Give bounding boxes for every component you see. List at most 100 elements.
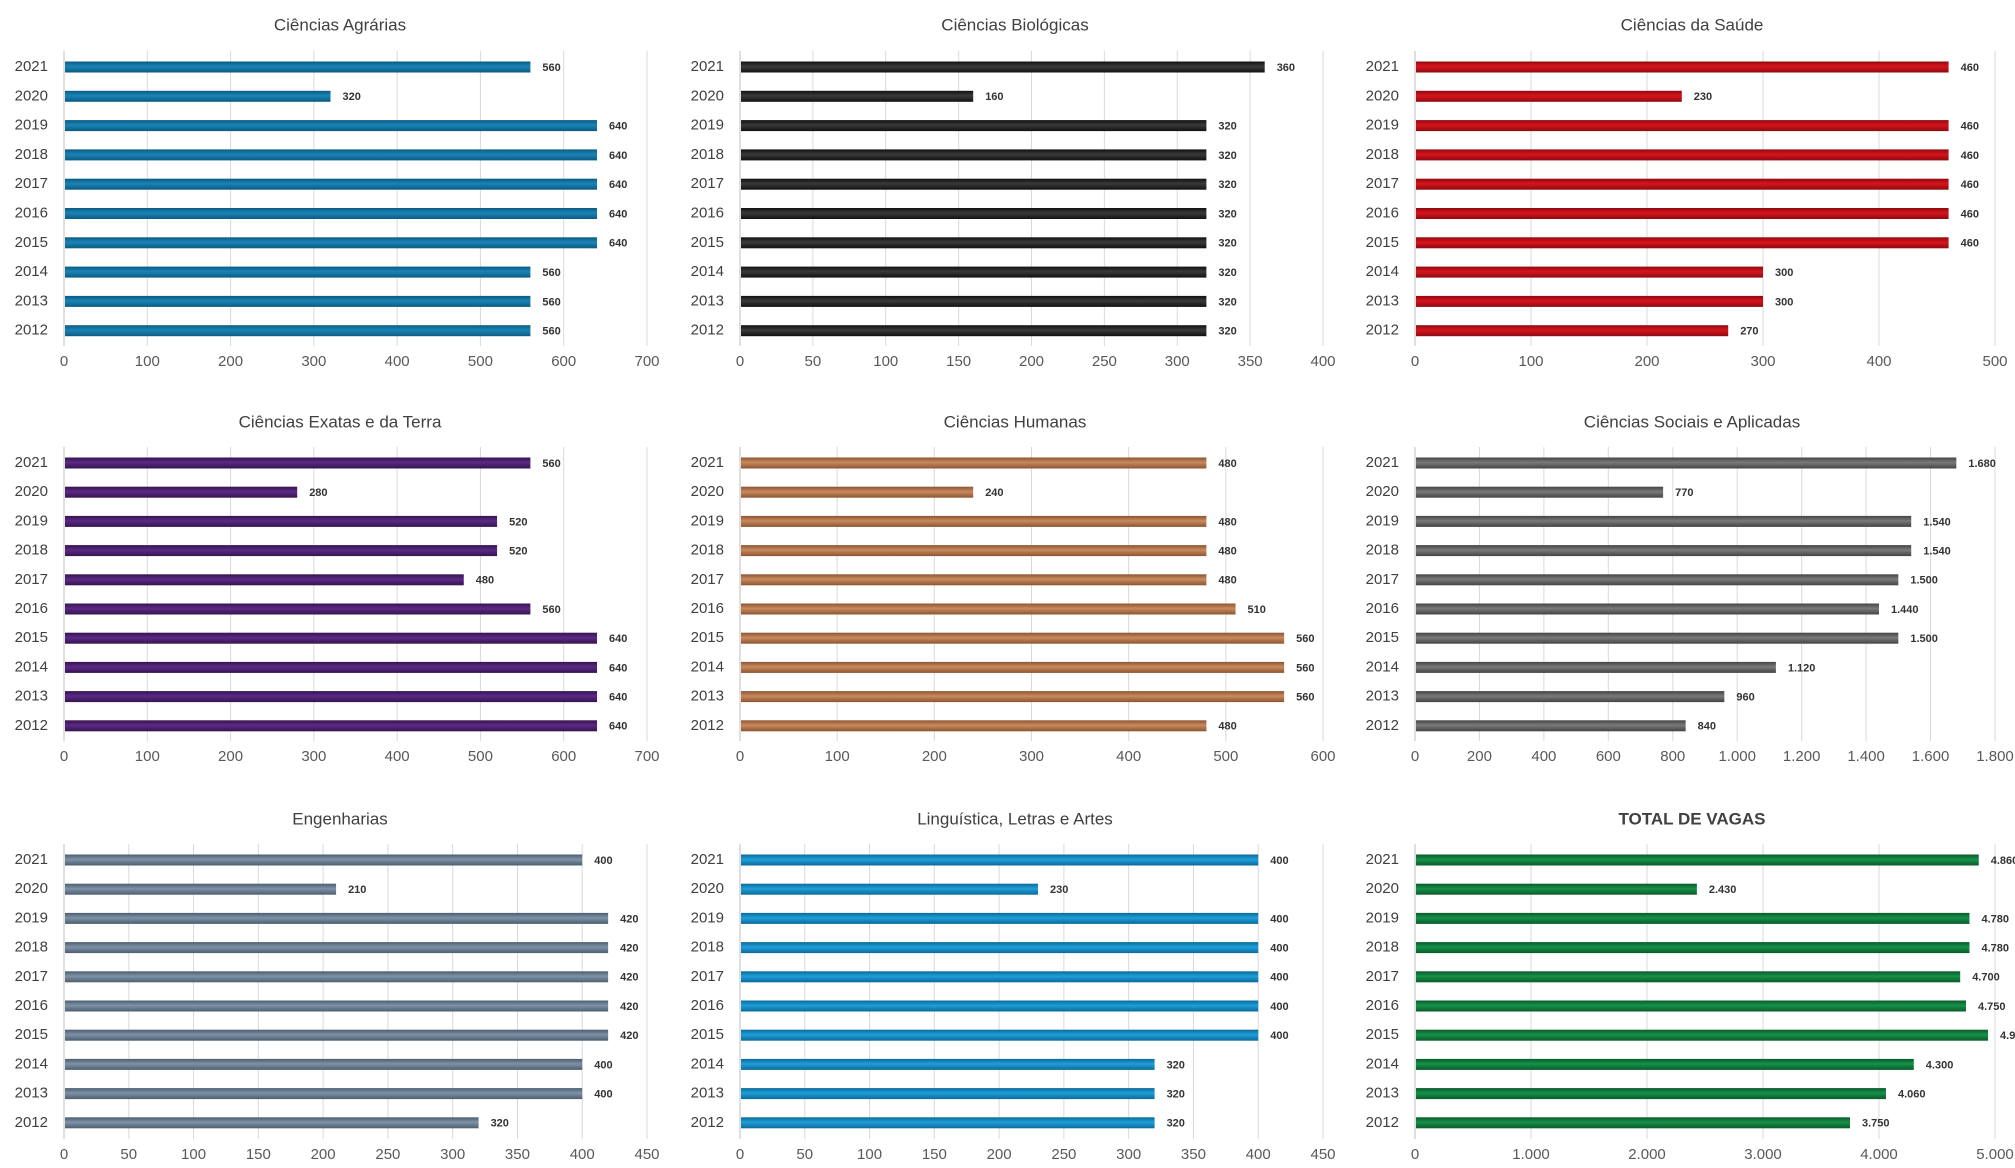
x-tick-label: 0 bbox=[1411, 748, 1419, 765]
data-label: 640 bbox=[609, 721, 627, 733]
data-label: 160 bbox=[985, 91, 1003, 103]
category-label: 2017 bbox=[1366, 968, 1399, 985]
category-label: 2017 bbox=[691, 571, 724, 588]
x-tick-label: 600 bbox=[551, 353, 576, 370]
bar bbox=[65, 1088, 583, 1100]
x-tick-label: 200 bbox=[1019, 353, 1044, 370]
bar bbox=[65, 661, 598, 673]
category-label: 2021 bbox=[1366, 851, 1399, 868]
x-tick-label: 600 bbox=[1596, 748, 1621, 765]
data-label: 460 bbox=[1961, 208, 1979, 220]
x-tick-label: 400 bbox=[1866, 353, 1891, 370]
x-tick-label: 0 bbox=[1411, 353, 1419, 370]
data-label: 400 bbox=[1270, 855, 1288, 867]
x-tick-label: 0 bbox=[736, 1146, 744, 1163]
data-label: 1.500 bbox=[1910, 575, 1938, 587]
data-label: 1.440 bbox=[1891, 604, 1919, 616]
data-label: 520 bbox=[509, 516, 527, 528]
category-label: 2021 bbox=[15, 454, 48, 471]
category-label: 2014 bbox=[15, 263, 48, 280]
x-tick-label: 0 bbox=[60, 748, 68, 765]
x-tick-label: 200 bbox=[311, 1146, 336, 1163]
bar bbox=[741, 178, 1207, 190]
bar bbox=[65, 883, 337, 895]
category-label: 2016 bbox=[691, 204, 724, 221]
category-label: 2021 bbox=[15, 851, 48, 868]
x-tick-label: 400 bbox=[1531, 748, 1556, 765]
chart-title: TOTAL DE VAGAS bbox=[1618, 809, 1765, 828]
x-tick-label: 200 bbox=[218, 353, 243, 370]
data-label: 270 bbox=[1740, 326, 1758, 338]
category-label: 2016 bbox=[691, 600, 724, 617]
data-label: 210 bbox=[348, 884, 366, 896]
category-label: 2012 bbox=[15, 717, 48, 734]
bar bbox=[65, 295, 531, 307]
bar bbox=[1416, 1088, 1886, 1100]
data-label: 560 bbox=[542, 604, 560, 616]
x-tick-label: 3.000 bbox=[1744, 1146, 1782, 1163]
bar bbox=[65, 486, 298, 498]
data-label: 480 bbox=[1218, 575, 1236, 587]
bar bbox=[1416, 1029, 1989, 1041]
bar bbox=[741, 120, 1207, 132]
data-label: 640 bbox=[609, 633, 627, 645]
data-label: 560 bbox=[1296, 633, 1314, 645]
data-label: 640 bbox=[609, 692, 627, 704]
category-label: 2016 bbox=[691, 997, 724, 1014]
bar bbox=[1416, 237, 1949, 249]
chart-panel-9: TOTAL DE VAGAS 0 1.000 2.000 3.000 4.000 5.000… bbox=[1366, 809, 2015, 1163]
category-label: 2020 bbox=[15, 880, 48, 897]
data-label: 4.780 bbox=[1981, 943, 2009, 955]
bar bbox=[65, 1029, 609, 1041]
data-label: 960 bbox=[1736, 692, 1754, 704]
category-label: 2017 bbox=[691, 175, 724, 192]
x-tick-label: 4.000 bbox=[1860, 1146, 1898, 1163]
category-label: 2013 bbox=[1366, 688, 1399, 705]
category-label: 2013 bbox=[15, 292, 48, 309]
data-label: 480 bbox=[476, 575, 494, 587]
x-tick-label: 250 bbox=[1051, 1146, 1076, 1163]
category-label: 2017 bbox=[691, 968, 724, 985]
bar bbox=[1416, 178, 1949, 190]
bar bbox=[65, 720, 598, 732]
bar bbox=[65, 854, 583, 866]
bar bbox=[1416, 691, 1725, 703]
x-tick-label: 100 bbox=[857, 1146, 882, 1163]
category-label: 2017 bbox=[1366, 175, 1399, 192]
chart-title: Ciências Sociais e Aplicadas bbox=[1584, 412, 1800, 431]
x-tick-label: 1.000 bbox=[1512, 1146, 1550, 1163]
bar bbox=[1416, 325, 1729, 337]
x-tick-label: 100 bbox=[1518, 353, 1543, 370]
category-label: 2019 bbox=[1366, 117, 1399, 134]
category-label: 2021 bbox=[1366, 454, 1399, 471]
bar bbox=[1416, 603, 1879, 615]
x-tick-label: 350 bbox=[1181, 1146, 1206, 1163]
bar bbox=[1416, 912, 1970, 924]
category-label: 2014 bbox=[1366, 658, 1399, 675]
data-label: 4.060 bbox=[1898, 1089, 1926, 1101]
chart-panel-3: Ciências da Saúde 0 100 200 300 400 500 2021 460… bbox=[1366, 15, 2008, 370]
category-label: 2014 bbox=[1366, 1055, 1399, 1072]
bar bbox=[741, 720, 1207, 732]
data-label: 320 bbox=[1167, 1118, 1185, 1130]
bar bbox=[741, 208, 1207, 219]
category-label: 2016 bbox=[1366, 204, 1399, 221]
bar bbox=[741, 1000, 1259, 1012]
category-label: 2014 bbox=[691, 658, 724, 675]
bar bbox=[1416, 1117, 1850, 1129]
bar bbox=[741, 971, 1259, 983]
bar bbox=[65, 632, 598, 644]
category-label: 2019 bbox=[691, 512, 724, 529]
x-tick-label: 400 bbox=[385, 748, 410, 765]
bar bbox=[741, 237, 1207, 249]
x-tick-label: 400 bbox=[385, 353, 410, 370]
x-tick-label: 400 bbox=[1116, 748, 1141, 765]
data-label: 640 bbox=[609, 238, 627, 250]
data-label: 560 bbox=[1296, 692, 1314, 704]
data-label: 480 bbox=[1218, 516, 1236, 528]
category-label: 2013 bbox=[691, 688, 724, 705]
data-label: 360 bbox=[1277, 62, 1295, 74]
bar bbox=[1416, 61, 1949, 73]
bar bbox=[65, 266, 531, 278]
x-tick-label: 250 bbox=[1092, 353, 1117, 370]
